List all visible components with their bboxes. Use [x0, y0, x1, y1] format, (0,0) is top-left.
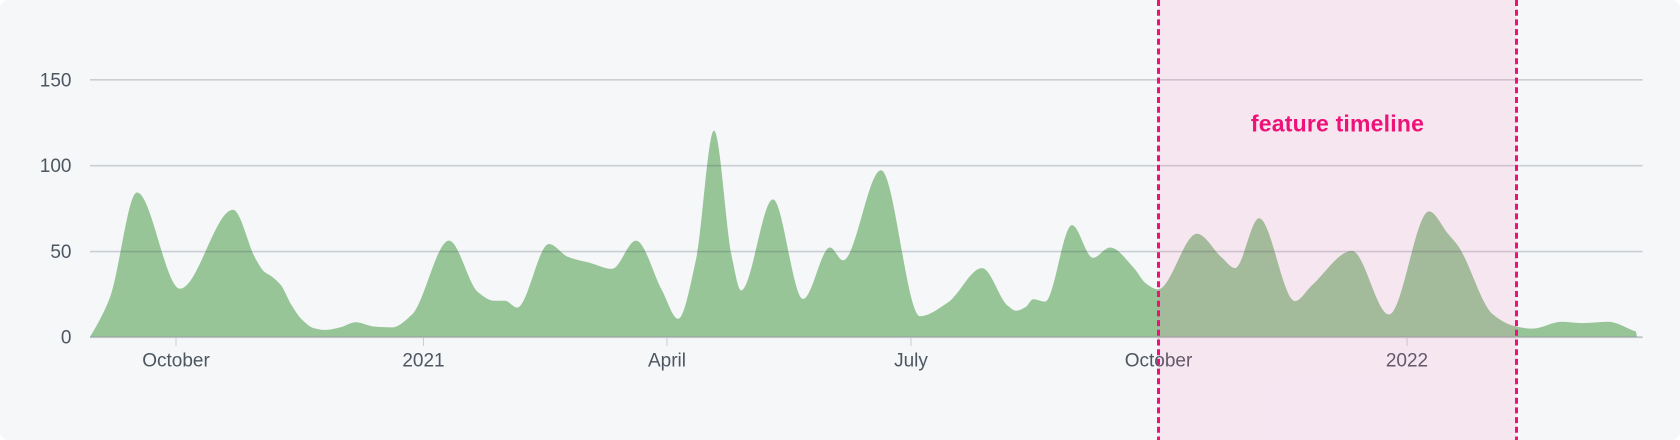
svg-text:50: 50: [50, 242, 71, 263]
svg-text:feature timeline: feature timeline: [1251, 111, 1424, 137]
svg-text:100: 100: [40, 156, 72, 177]
svg-text:October: October: [142, 351, 210, 372]
svg-text:July: July: [894, 351, 928, 372]
svg-text:2021: 2021: [402, 351, 444, 372]
svg-text:2022: 2022: [1386, 351, 1428, 372]
svg-text:150: 150: [40, 70, 72, 91]
svg-text:April: April: [648, 351, 686, 372]
svg-text:0: 0: [61, 328, 72, 349]
